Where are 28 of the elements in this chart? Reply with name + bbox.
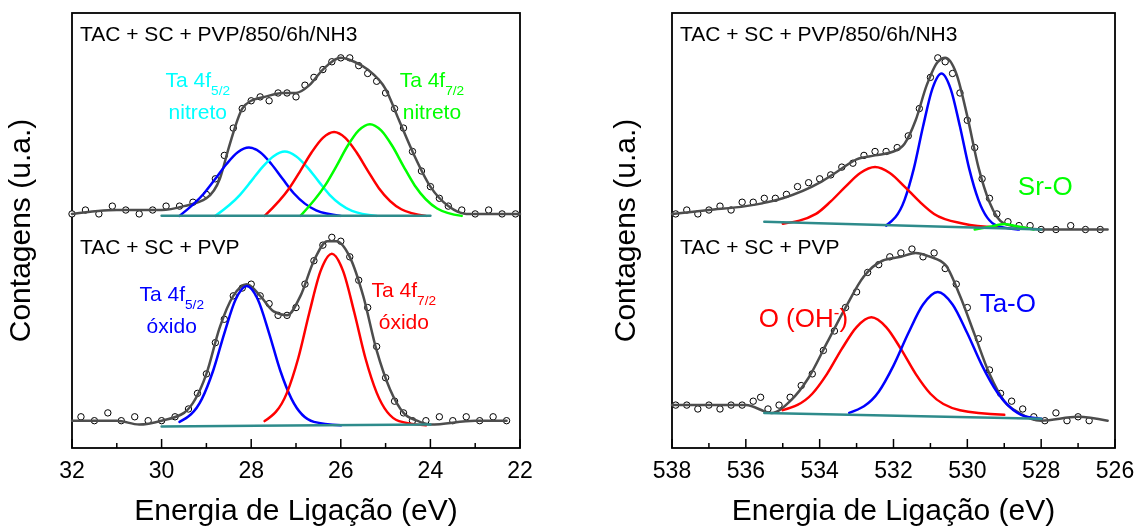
x-tick-label: 28 bbox=[238, 457, 264, 483]
x-tick-label: 530 bbox=[948, 457, 987, 483]
x-tick-label: 30 bbox=[148, 457, 175, 483]
series-label: Ta 4f$_{5/2}$ óxido bbox=[139, 282, 204, 338]
y-axis-title: Contagens (u.a.) bbox=[608, 118, 641, 343]
annotation: TAC + SC + PVP bbox=[80, 235, 240, 259]
x-tick-label: 24 bbox=[417, 457, 444, 483]
series-label: Ta 4f$_{7/2}$ óxido bbox=[371, 277, 437, 333]
x-tick-label: 32 bbox=[59, 457, 85, 483]
x-tick-label: 532 bbox=[874, 457, 913, 483]
series-label: O (OH$^{-}$) bbox=[758, 302, 849, 334]
x-axis-title: Energia de Ligação (eV) bbox=[134, 493, 458, 526]
text: TAC + SC + PVP/850/6h/NH3 bbox=[680, 22, 958, 45]
x-tick-label: 538 bbox=[652, 457, 692, 483]
text: TAC + SC + PVP/850/6h/NH3 bbox=[80, 22, 358, 45]
x-tick-label: 534 bbox=[800, 457, 840, 483]
series-label: Ta-O bbox=[979, 287, 1036, 318]
series-label: Ta 4f$_{7/2}$ nitreto bbox=[399, 68, 465, 124]
x-tick-label: 526 bbox=[1095, 457, 1135, 483]
annotation: TAC + SC + PVP bbox=[680, 235, 840, 259]
x-tick-label: 22 bbox=[507, 457, 533, 483]
x-tick-label: 536 bbox=[726, 457, 766, 483]
x-axis-title: Energia de Ligação (eV) bbox=[731, 493, 1056, 526]
x-tick-label: 26 bbox=[328, 457, 354, 483]
x-tick-label: 528 bbox=[1021, 457, 1061, 483]
series-label: Sr-O bbox=[1017, 171, 1073, 202]
text: Ta 4f$_{5/2}$ nitreto bbox=[165, 68, 231, 124]
y-axis-title: Contagens (u.a.) bbox=[3, 118, 36, 343]
